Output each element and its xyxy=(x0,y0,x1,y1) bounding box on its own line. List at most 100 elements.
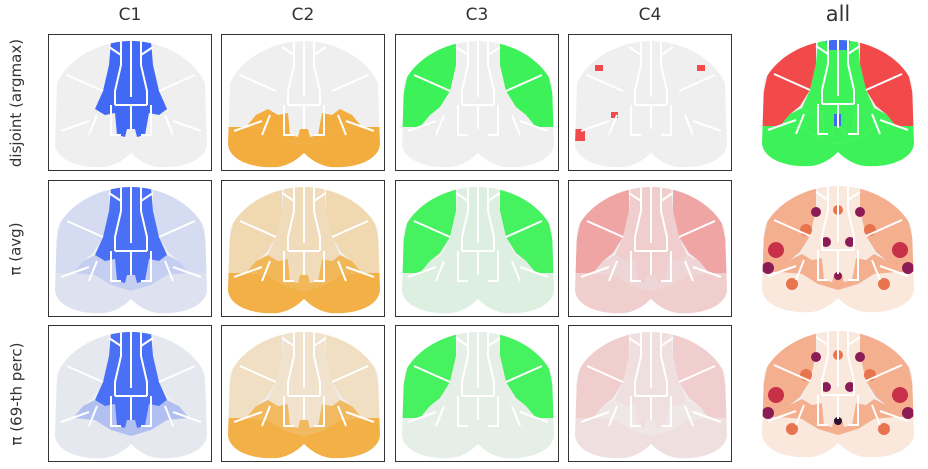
panel-c3-row0 xyxy=(395,34,559,171)
boundary-line xyxy=(164,405,174,427)
boundary-line xyxy=(847,186,855,250)
boundary-line xyxy=(407,266,437,278)
boundary-line xyxy=(313,187,321,251)
panel-all-row1 xyxy=(756,180,920,317)
boundary-line xyxy=(407,411,437,423)
brain-map xyxy=(228,332,380,459)
boundary-line xyxy=(678,220,716,238)
c4-spot xyxy=(595,65,603,71)
boundary-line xyxy=(487,41,495,105)
boundary-line xyxy=(661,396,672,427)
boundary-line xyxy=(848,250,859,281)
boundary-line xyxy=(586,365,624,383)
region-lowerRight xyxy=(304,127,380,168)
region-postcenter xyxy=(73,400,189,436)
region-lowerLeft xyxy=(402,418,478,459)
boundary-line xyxy=(519,120,549,132)
region-postcenter xyxy=(780,399,896,435)
boundary-line xyxy=(158,74,196,92)
boundary-line xyxy=(331,220,369,238)
boundary-line xyxy=(871,113,881,135)
boundary-line xyxy=(821,186,829,250)
boundary-line xyxy=(684,114,694,136)
boundary-line xyxy=(239,74,277,92)
column-title-c1: C1 xyxy=(118,5,142,25)
boundary-line xyxy=(114,41,122,105)
boundary-line xyxy=(660,46,674,56)
entropy-cell xyxy=(762,262,774,274)
boundary-line xyxy=(871,404,881,426)
brain-map xyxy=(55,332,207,459)
region-lowerRight xyxy=(304,273,380,314)
region-postcenter xyxy=(246,109,362,145)
entropy-cell xyxy=(786,278,798,290)
entropy-cell xyxy=(821,237,831,247)
boundary-line xyxy=(60,120,90,132)
boundary-line xyxy=(60,266,90,278)
boundary-line xyxy=(331,74,369,92)
boundary-line xyxy=(66,74,104,92)
column-title-c4: C4 xyxy=(638,5,662,25)
boundary-line xyxy=(314,251,325,282)
boundary-line xyxy=(847,45,861,55)
boundary-line xyxy=(773,73,811,91)
boundary-line xyxy=(140,187,148,251)
region-postcenter xyxy=(780,254,896,290)
boundary-line xyxy=(337,114,347,136)
boundary-line xyxy=(580,120,610,132)
boundary-line xyxy=(172,120,202,132)
region-postcenter xyxy=(246,400,362,436)
boundary-line xyxy=(505,365,543,383)
brain-map xyxy=(575,332,727,459)
entropy-cell xyxy=(892,387,908,403)
boundary-line xyxy=(337,405,347,427)
boundary-line xyxy=(847,336,861,346)
boundary-line xyxy=(140,337,154,347)
boundary-line xyxy=(283,396,294,427)
boundary-line xyxy=(847,191,861,201)
boundary-line xyxy=(817,250,828,281)
boundary-line xyxy=(660,41,668,105)
boundary-line xyxy=(287,41,295,105)
row-label-0: disjoint (argmax) xyxy=(7,34,25,171)
boundary-line xyxy=(108,337,122,347)
panel-all-row0 xyxy=(756,34,920,171)
boundary-line xyxy=(158,220,196,238)
boundary-line xyxy=(114,332,122,396)
boundary-line xyxy=(488,396,499,427)
brain-map xyxy=(55,187,207,314)
boundary-line xyxy=(678,365,716,383)
entropy-cell xyxy=(786,423,798,435)
boundary-line xyxy=(313,41,321,105)
boundary-line xyxy=(815,336,829,346)
boundary-line xyxy=(767,410,797,422)
boundary-line xyxy=(847,331,855,395)
row-label-text: π (69-th perc) xyxy=(7,342,25,445)
column-title-c3: C3 xyxy=(465,5,489,25)
boundary-line xyxy=(815,191,829,201)
boundary-line xyxy=(817,104,828,135)
entropy-cell xyxy=(845,237,855,247)
region-postcenter xyxy=(593,400,709,436)
region-lowerLeft xyxy=(575,273,651,314)
entropy-cell xyxy=(768,242,784,258)
boundary-line xyxy=(457,396,468,427)
region-postcenter xyxy=(420,255,536,291)
boundary-line xyxy=(660,192,674,202)
panel-c3-row2 xyxy=(395,325,559,462)
boundary-line xyxy=(66,220,104,238)
boundary-line xyxy=(630,251,641,282)
brain-map xyxy=(228,41,380,168)
boundary-line xyxy=(519,266,549,278)
region-lowerRight xyxy=(651,418,727,459)
boundary-line xyxy=(634,41,642,105)
boundary-line xyxy=(487,332,495,396)
region-postcenter xyxy=(593,255,709,291)
boundary-line xyxy=(413,365,451,383)
boundary-line xyxy=(660,337,674,347)
region-lowerLeft xyxy=(55,273,131,314)
boundary-line xyxy=(630,396,641,427)
boundary-line xyxy=(630,105,641,136)
boundary-line xyxy=(313,46,327,56)
boundary-line xyxy=(461,41,469,105)
